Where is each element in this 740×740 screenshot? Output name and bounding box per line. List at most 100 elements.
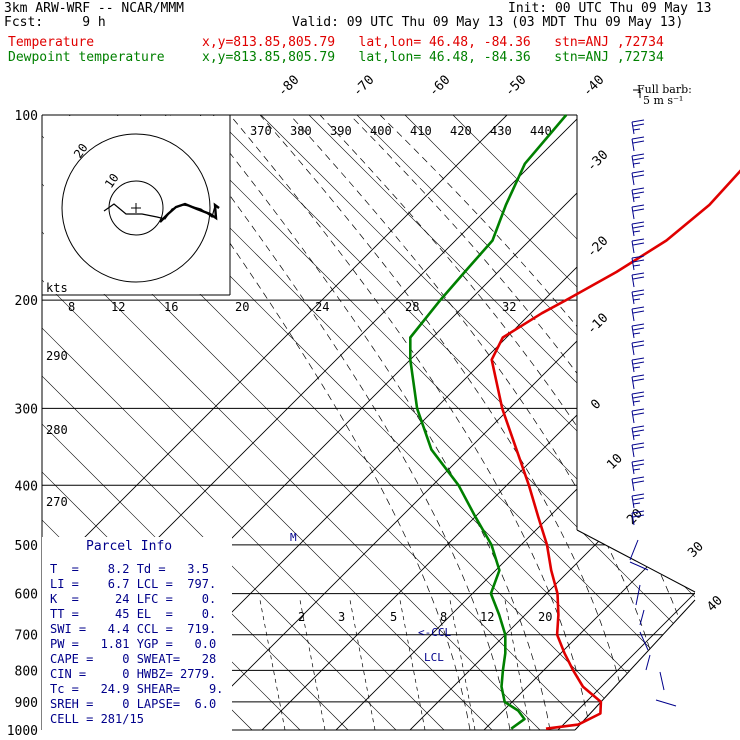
isotherm-label: -80	[275, 73, 302, 100]
wind-barb-flag	[632, 264, 641, 267]
wind-barb-flag	[632, 366, 641, 369]
isotherm-label: -50	[502, 73, 529, 100]
wind-barb-staff	[631, 325, 635, 339]
wind-barb-staff	[631, 495, 635, 509]
pressure-label: 200	[15, 294, 38, 309]
wind-barb-flag	[631, 289, 645, 293]
wind-barb-flag	[631, 272, 645, 276]
parcel-row: LI = 6.7 LCL = 797.	[50, 577, 217, 591]
isotherm	[409, 115, 695, 730]
wind-barb-flag	[632, 361, 645, 365]
wind-barb	[629, 561, 649, 571]
wind-barb-staff	[631, 189, 635, 203]
hodograph-trace	[159, 202, 220, 223]
wind-barb-flag	[632, 434, 641, 437]
wind-barb-flag	[631, 323, 645, 327]
wind-barb-staff	[631, 274, 635, 288]
isotherm-label: -10	[584, 311, 611, 338]
hodograph-unit: kts	[46, 281, 68, 295]
isotherm	[335, 115, 695, 730]
moist-adiabat	[139, 115, 471, 730]
isotherm-label: -20	[584, 234, 611, 261]
chart-annotation: <-CCL	[418, 626, 451, 639]
dry-adiabat	[42, 115, 493, 730]
wind-barb-flag	[631, 408, 645, 412]
wind-barb-flag	[631, 493, 645, 497]
isotherm-label: 30	[685, 539, 707, 561]
pressure-label: 300	[15, 402, 38, 417]
wind-barb-flag	[631, 374, 645, 378]
parcel-row: SWI = 4.4 CCL = 719.	[50, 622, 217, 636]
wind-barb-staff	[631, 257, 635, 271]
wind-barb	[635, 584, 641, 606]
wind-barb-flag	[632, 208, 645, 212]
isotherm	[42, 115, 508, 730]
mixing-ratio-label: 3	[338, 610, 345, 624]
mixing-ratio-line	[399, 599, 426, 730]
wind-barb-flag	[632, 327, 645, 331]
isotherm	[483, 115, 695, 730]
wind-barb-flag	[632, 242, 645, 246]
pressure-label: 700	[15, 629, 38, 644]
wind-barb-flag	[632, 480, 645, 484]
theta-label: 430	[490, 124, 512, 138]
moist-adiabat-label: 32	[502, 300, 516, 314]
isotherm	[187, 115, 695, 730]
wind-barb-flag	[632, 463, 645, 467]
wind-barb-flag	[632, 395, 645, 399]
pressure-label: 100	[15, 109, 38, 124]
wind-barb-flag	[631, 391, 645, 395]
wind-barb-flag	[632, 378, 645, 382]
temperature-profile	[490, 169, 740, 730]
mixing-ratio-line	[349, 599, 376, 730]
dry-adiabat	[260, 115, 695, 730]
theta-label: 270	[46, 495, 68, 509]
wind-barb-staff	[631, 410, 635, 424]
wind-barb-flag	[631, 204, 645, 208]
mixing-ratio-label: 5	[390, 610, 397, 624]
wind-barb-staff	[631, 172, 635, 186]
isotherm	[261, 115, 695, 730]
mixing-ratio-label: 8	[440, 610, 447, 624]
parcel-row: TT = 45 EL = 0.	[50, 607, 217, 621]
dry-adiabat	[42, 115, 445, 730]
moist-adiabat	[229, 115, 591, 730]
wind-barb-flag	[631, 136, 645, 140]
init-time: Init: 00 UTC Thu 09 May 13	[508, 1, 712, 16]
wind-barb-flag	[632, 276, 645, 280]
wind-barb-flag	[632, 412, 645, 416]
wind-barb-flag	[632, 128, 641, 131]
wind-barb-staff	[631, 155, 635, 169]
isotherm	[706, 115, 740, 730]
barb-legend-unit: 5 m s⁻¹	[643, 94, 683, 107]
mixing-ratio-line	[259, 599, 286, 730]
isotherm-label: -30	[584, 148, 611, 175]
isotherm	[631, 115, 695, 730]
isotherm	[557, 115, 695, 730]
wind-barb-flag	[632, 293, 645, 297]
wind-barb-staff	[631, 376, 635, 390]
wind-barb-staff	[631, 512, 635, 526]
temperature-legend: Temperature	[8, 35, 95, 50]
forecast-hour: Fcst: 9 h	[4, 15, 106, 30]
wind-barb-flag	[632, 191, 645, 195]
theta-label: 410	[410, 124, 432, 138]
wind-barb-staff	[631, 444, 635, 458]
wind-barb-flag	[632, 344, 645, 348]
wind-barb-flag	[632, 123, 645, 127]
wind-barb-flag	[631, 170, 645, 174]
model-title: 3km ARW-WRF -- NCAR/MMM	[4, 1, 185, 16]
parcel-row: Tc = 24.9 SHEAR= 9.	[50, 682, 224, 696]
mixing-ratio-line	[449, 599, 476, 730]
pressure-label: 400	[15, 479, 38, 494]
theta-label: 290	[46, 349, 68, 363]
moist-adiabat	[199, 115, 551, 730]
wind-barb-flag	[632, 230, 641, 233]
wind-barb-staff	[631, 240, 635, 254]
wind-barb-flag	[631, 340, 645, 344]
parcel-info-title: Parcel Info	[86, 539, 173, 554]
parcel-info-box: Parcel Info T = 8.2 Td = 3.5 LI = 6.7 LC…	[42, 537, 232, 733]
parcel-row: T = 8.2 Td = 3.5	[50, 562, 209, 576]
theta-label: 370	[250, 124, 272, 138]
hodograph-ring-outer	[61, 133, 211, 283]
